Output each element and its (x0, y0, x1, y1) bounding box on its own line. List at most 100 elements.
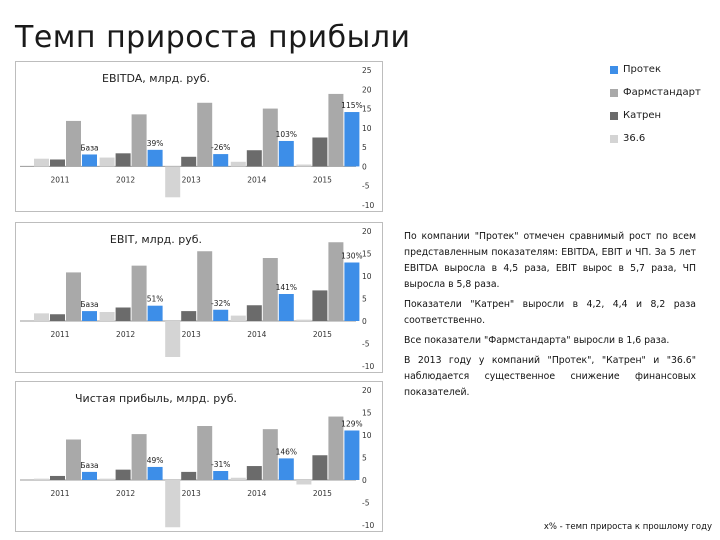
x-tick-label: 2015 (313, 175, 332, 184)
bar (165, 321, 181, 357)
x-tick-label: 2012 (116, 330, 135, 339)
bar (50, 314, 65, 321)
y-tick-label: 5 (362, 143, 367, 152)
bar (230, 477, 246, 480)
legend-swatch (610, 135, 618, 143)
bar (197, 251, 213, 321)
y-tick-label: 15 (362, 409, 372, 418)
y-tick-label: -5 (362, 499, 370, 508)
bar (328, 93, 344, 167)
bar (147, 149, 163, 167)
x-tick-label: 2013 (182, 489, 201, 498)
legend-item: Фармстандарт (610, 87, 715, 101)
data-label: -31% (211, 460, 230, 469)
y-tick-label: -10 (362, 201, 374, 210)
legend-label: Протек (623, 64, 662, 75)
y-tick-label: 10 (362, 431, 372, 440)
y-tick-label: 20 (362, 386, 372, 395)
bar (246, 305, 262, 321)
bar (197, 426, 213, 480)
x-tick-label: 2014 (247, 330, 266, 339)
data-label: 49% (147, 456, 164, 465)
commentary-paragraph: По компании "Протек" отмечен сравнимый р… (404, 231, 696, 290)
x-tick-label: 2011 (50, 330, 69, 339)
bar (50, 475, 65, 480)
bar (99, 478, 115, 480)
bar (197, 102, 213, 167)
bar (246, 466, 262, 480)
page-title: Темп прироста прибыли (15, 20, 411, 55)
x-tick-label: 2014 (247, 175, 266, 184)
data-label: База (80, 143, 98, 152)
y-tick-label: 10 (362, 272, 372, 281)
x-tick-label: 2012 (116, 175, 135, 184)
legend-swatch (610, 89, 618, 97)
commentary-paragraph: В 2013 году у компаний "Протек", "Катрен… (404, 355, 696, 398)
chart-net-profit: Чистая прибыль, млрд. руб. -10 -5 0 5 10 15 20 Б… (15, 381, 383, 532)
y-tick-label: -10 (362, 362, 374, 371)
x-tick-label: 2011 (50, 489, 69, 498)
legend-label: 36.6 (623, 133, 646, 144)
y-tick-label: 10 (362, 124, 372, 133)
bar (312, 455, 328, 480)
bar (82, 471, 97, 480)
bar (165, 480, 181, 528)
bar (34, 313, 49, 321)
footnote: x% - темп прироста к прошлому году (543, 522, 712, 532)
bar (262, 429, 278, 480)
bar (147, 466, 163, 480)
bar (296, 319, 312, 321)
bar (99, 157, 115, 167)
data-label: База (80, 461, 98, 470)
y-tick-label: 15 (362, 250, 372, 259)
bar (296, 480, 312, 485)
bar (34, 158, 49, 167)
y-tick-label: -5 (362, 340, 370, 349)
data-label: 130% (341, 252, 362, 261)
commentary-text: По компании "Протек" отмечен сравнимый р… (404, 229, 696, 405)
bar (230, 161, 246, 167)
bar (165, 166, 181, 198)
chart-title: Чистая прибыль, млрд. руб. (75, 392, 237, 405)
data-label: База (80, 300, 98, 309)
bar (296, 164, 312, 167)
y-tick-label: -10 (362, 521, 374, 530)
bar (344, 430, 360, 480)
y-tick-label: 0 (362, 317, 367, 326)
bar (131, 434, 147, 480)
bar (115, 469, 131, 480)
chart-ebitda-svg: EBITDA, млрд. руб. -10 -5 0 5 10 15 20 25 База 201… (20, 66, 374, 210)
bar (278, 140, 294, 167)
bar (181, 471, 197, 480)
legend-swatch (610, 112, 618, 120)
chart-net-profit-svg: Чистая прибыль, млрд. руб. -10 -5 0 5 10 15 20 Б… (20, 386, 374, 530)
data-label: 129% (341, 420, 362, 429)
bar (278, 294, 294, 321)
chart-title: EBITDA, млрд. руб. (102, 72, 210, 85)
bar (312, 290, 328, 321)
bar (82, 311, 97, 321)
bar (328, 416, 344, 480)
bar (99, 312, 115, 321)
data-label: 51% (147, 295, 164, 304)
legend-item: Протек (610, 64, 715, 78)
y-tick-label: 5 (362, 454, 367, 463)
bar (66, 439, 81, 480)
chart-title: EBIT, млрд. руб. (110, 233, 202, 246)
bar (115, 153, 131, 167)
y-tick-label: 5 (362, 295, 367, 304)
x-tick-label: 2014 (247, 489, 266, 498)
y-tick-label: 15 (362, 105, 372, 114)
y-tick-label: 20 (362, 85, 372, 94)
commentary-paragraph: Все показатели "Фармстандарта" выросли в… (404, 335, 670, 346)
bar (66, 120, 81, 167)
legend-label: Фармстандарт (623, 87, 701, 98)
chart-ebitda: EBITDA, млрд. руб. -10 -5 0 5 10 15 20 25 База 201… (15, 61, 383, 212)
bar (213, 471, 229, 480)
bar (181, 156, 197, 167)
data-label: 141% (276, 283, 297, 292)
data-label: 103% (276, 130, 297, 139)
bar (213, 309, 229, 321)
bar (213, 154, 229, 167)
bar (131, 265, 147, 321)
